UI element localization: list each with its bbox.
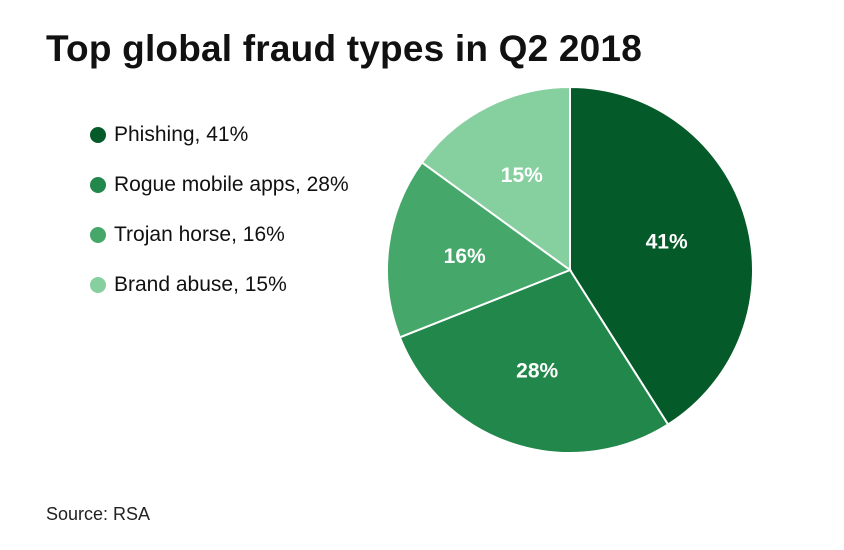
legend-item: Trojan horse, 16% — [90, 210, 349, 260]
legend-swatch — [90, 227, 106, 243]
legend-swatch — [90, 177, 106, 193]
pie-chart: 41% 28% 16% 15% — [380, 80, 760, 460]
legend-item: Phishing, 41% — [90, 110, 349, 160]
pie-slice-brand-abuse — [420, 85, 571, 272]
slice-data-label: 41% — [646, 230, 688, 253]
pie-chart-svg: 41% 28% 16% 15% — [386, 85, 754, 454]
chart-title: Top global fraud types in Q2 2018 — [46, 28, 642, 69]
source-note: Source: RSA — [46, 504, 151, 524]
legend-swatch — [90, 277, 106, 293]
legend-label: Brand abuse, 15% — [114, 273, 287, 296]
legend-label: Phishing, 41% — [114, 123, 249, 146]
legend-label: Rogue mobile apps, 28% — [114, 173, 349, 196]
slice-data-label: 28% — [516, 359, 558, 382]
legend-item: Brand abuse, 15% — [90, 260, 349, 310]
legend-label: Trojan horse, 16% — [114, 223, 285, 246]
slice-data-label: 16% — [444, 245, 486, 268]
legend-item: Rogue mobile apps, 28% — [90, 160, 349, 210]
legend: Phishing, 41% Rogue mobile apps, 28% Tro… — [90, 110, 349, 310]
pie-slice-trojan-horse — [386, 161, 573, 339]
slice-data-label: 15% — [501, 164, 543, 187]
pie-slice-rogue-mobile-apps — [398, 268, 670, 454]
legend-swatch — [90, 127, 106, 143]
pie-slice-phishing — [569, 85, 754, 426]
